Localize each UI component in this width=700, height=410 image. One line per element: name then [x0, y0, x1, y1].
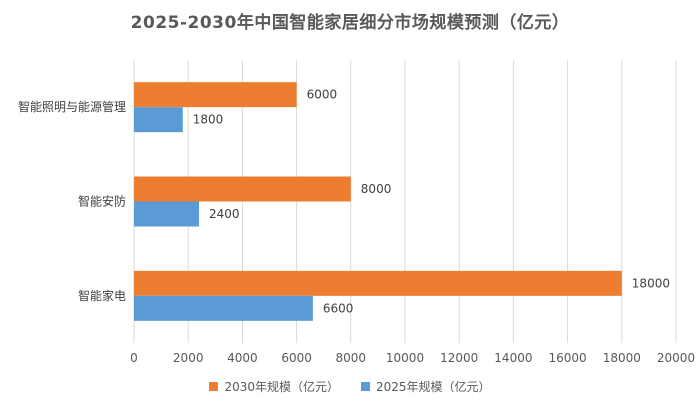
x-tick-label: 10000	[386, 351, 424, 365]
data-label: 1800	[193, 113, 224, 127]
data-label: 6600	[323, 301, 354, 315]
x-tick-label: 20000	[657, 351, 695, 365]
legend: 2030年规模（亿元） 2025年规模（亿元）	[0, 378, 700, 395]
category-label: 智能安防	[78, 194, 126, 209]
legend-label-2025: 2025年规模（亿元）	[376, 380, 491, 394]
x-tick-label: 12000	[440, 351, 478, 365]
bar-2025	[134, 201, 200, 227]
data-label: 2400	[209, 207, 240, 221]
bar-2030	[134, 82, 297, 108]
data-label: 18000	[632, 276, 670, 290]
x-tick-label: 8000	[336, 351, 367, 365]
x-tick-label: 6000	[281, 351, 312, 365]
bar-2030	[134, 270, 622, 296]
category-label: 智能照明与能源管理	[18, 99, 126, 114]
chart-title: 2025-2030年中国智能家居细分市场规模预测（亿元）	[130, 13, 570, 33]
x-tick-label: 18000	[603, 351, 641, 365]
category-label: 智能家电	[78, 288, 126, 303]
bar-2030	[134, 176, 351, 202]
x-tick-label: 0	[130, 351, 138, 365]
x-tick-label: 14000	[494, 351, 532, 365]
x-tick-label: 16000	[549, 351, 587, 365]
legend-label-2030: 2030年规模（亿元）	[224, 380, 339, 394]
bar-2025	[134, 295, 313, 321]
legend-swatch-2030	[209, 382, 219, 391]
bars	[134, 82, 622, 321]
legend-swatch-2025	[361, 382, 370, 391]
axes: 0 2000 4000 6000 8000 10000 12000 14000 16000 180…	[18, 99, 695, 365]
x-tick-label: 2000	[173, 351, 204, 365]
data-labels: 6000 1800 8000 2400 18000 6600	[193, 88, 670, 316]
legend-item-2025: 2025年规模（亿元）	[361, 378, 491, 395]
bar-2025	[134, 107, 183, 133]
data-label: 8000	[361, 182, 392, 196]
legend-item-2030: 2030年规模（亿元）	[209, 378, 339, 395]
x-tick-label: 4000	[227, 351, 258, 365]
data-label: 6000	[307, 88, 338, 102]
